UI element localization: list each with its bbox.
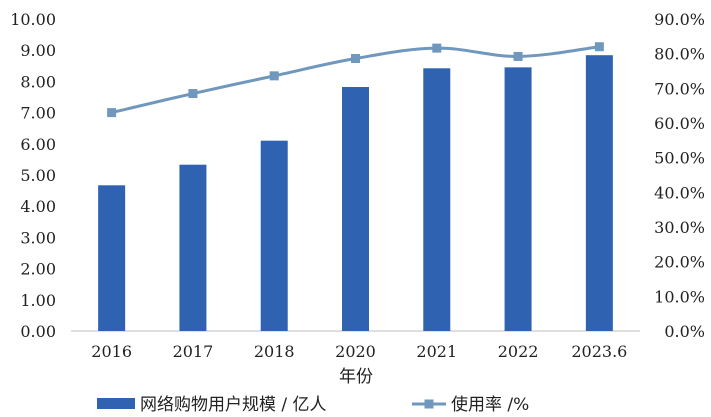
line-marker (513, 51, 523, 61)
x-axis: 2016 2017 2018 2020 2021 2022 2023.6 (91, 342, 627, 361)
x-tick-label: 2018 (254, 342, 295, 361)
y-tick-label: 10.00 (10, 10, 56, 29)
y-tick-label: 4.00 (20, 197, 56, 216)
bar-series (98, 55, 613, 332)
y2-tick-label: 80.0% (654, 45, 705, 64)
legend-bar-label: 网络购物用户规模 / 亿人 (140, 395, 327, 415)
bar (423, 68, 451, 332)
line-marker (432, 43, 442, 53)
y2-tick-label: 40.0% (654, 183, 705, 202)
y2-tick-label: 20.0% (654, 253, 705, 272)
x-tick-label: 2021 (416, 342, 457, 361)
line-marker (188, 89, 198, 99)
y-tick-label: 7.00 (20, 104, 56, 123)
line-marker (351, 54, 360, 64)
bar (342, 87, 369, 332)
y2-tick-label: 50.0% (654, 149, 705, 168)
y-tick-label: 1.00 (20, 291, 56, 310)
x-tick-label: 2016 (91, 342, 132, 361)
y2-tick-label: 90.0% (654, 10, 705, 29)
x-tick-label: 2022 (498, 342, 539, 361)
y-tick-label: 8.00 (20, 72, 56, 91)
x-tick-label: 2023.6 (571, 342, 627, 361)
legend-bar-swatch (97, 398, 135, 409)
y2-tick-label: 70.0% (654, 79, 705, 98)
bar (179, 164, 207, 331)
x-tick-label: 2017 (173, 342, 214, 361)
line-marker (594, 42, 604, 52)
bar (585, 55, 613, 331)
y-axis-right: 0.0% 10.0% 20.0% 30.0% 40.0% 50.0% 60.0% 70.0% 8… (654, 10, 705, 341)
legend-line-marker (424, 399, 434, 409)
y-tick-label: 5.00 (20, 166, 56, 185)
y-tick-label: 9.00 (20, 41, 56, 60)
bar (260, 140, 288, 331)
line-series (107, 42, 604, 118)
legend: 网络购物用户规模 / 亿人 使用率 /% (97, 394, 529, 415)
y-tick-label: 6.00 (20, 135, 56, 154)
legend-line-label: 使用率 /% (451, 394, 529, 415)
bar (98, 185, 126, 331)
y2-tick-label: 0.0% (664, 322, 705, 341)
line-marker (269, 71, 279, 81)
y2-tick-label: 60.0% (654, 114, 705, 133)
bar (504, 67, 532, 332)
y-tick-label: 2.00 (20, 260, 56, 279)
y2-tick-label: 10.0% (654, 287, 705, 306)
y2-tick-label: 30.0% (654, 218, 705, 237)
line-marker (107, 108, 117, 118)
y-tick-label: 3.00 (20, 228, 56, 247)
x-axis-title: 年份 (339, 367, 373, 387)
y-tick-label: 0.00 (20, 322, 56, 341)
y-axis-left: 0.00 1.00 2.00 3.00 4.00 5.00 6.00 7.00 8.00 9.00… (10, 10, 56, 341)
x-tick-label: 2020 (335, 342, 376, 361)
